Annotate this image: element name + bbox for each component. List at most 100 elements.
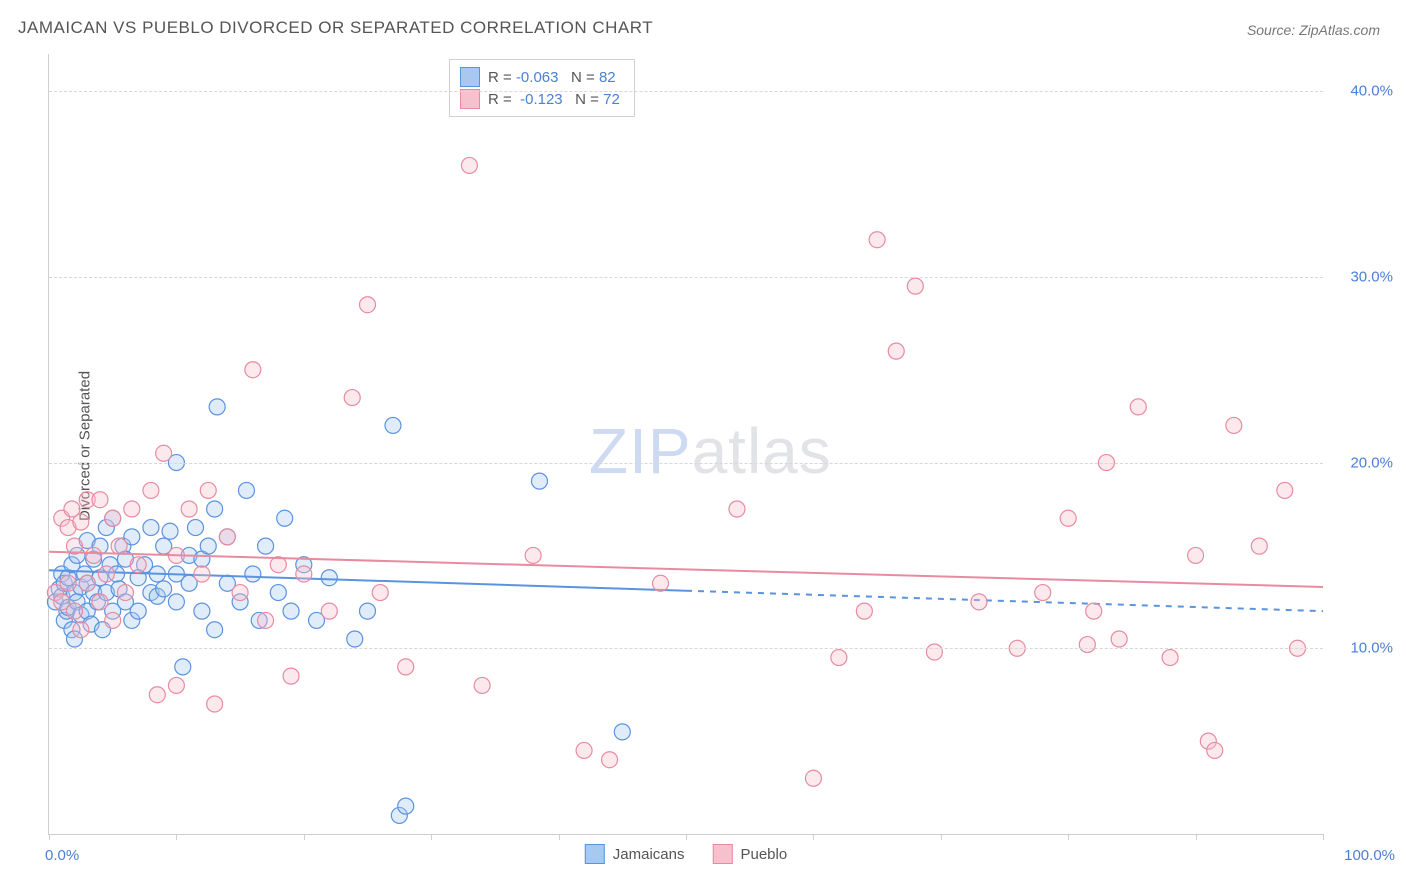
legend-row-jamaicans: R = -0.063 N = 82 [460, 66, 620, 88]
data-point [888, 343, 904, 359]
chart-title: JAMAICAN VS PUEBLO DIVORCED OR SEPARATED… [18, 18, 653, 38]
legend-r-label: R = -0.063 N = 82 [488, 69, 616, 86]
data-point [60, 575, 76, 591]
data-point [66, 603, 82, 619]
data-point [971, 594, 987, 610]
data-point [385, 417, 401, 433]
series-legend: Jamaicans Pueblo [585, 844, 787, 864]
data-point [1226, 417, 1242, 433]
data-point [149, 687, 165, 703]
data-point [232, 585, 248, 601]
x-tick [176, 834, 177, 840]
data-point [207, 696, 223, 712]
x-axis-min-label: 0.0% [45, 847, 79, 864]
data-point [1251, 538, 1267, 554]
data-point [907, 278, 923, 294]
data-point [1130, 399, 1146, 415]
data-point [856, 603, 872, 619]
x-tick [686, 834, 687, 840]
data-point [729, 501, 745, 517]
data-point [73, 514, 89, 530]
data-point [1060, 510, 1076, 526]
data-point [143, 520, 159, 536]
x-tick [559, 834, 560, 840]
data-point [200, 538, 216, 554]
data-point [168, 594, 184, 610]
data-point [105, 612, 121, 628]
gridline [49, 463, 1323, 464]
data-point [831, 650, 847, 666]
data-point [117, 585, 133, 601]
data-point [194, 603, 210, 619]
data-point [531, 473, 547, 489]
data-point [653, 575, 669, 591]
data-point [474, 677, 490, 693]
plot-area: ZIPatlas R = -0.063 N = 82 R = -0.123 N … [48, 54, 1323, 835]
data-point [1162, 650, 1178, 666]
data-point [194, 566, 210, 582]
data-point [1079, 637, 1095, 653]
data-point [283, 603, 299, 619]
data-point [602, 752, 618, 768]
data-point [258, 612, 274, 628]
y-tick-label: 40.0% [1350, 83, 1393, 100]
swatch-jamaicans [460, 67, 480, 87]
y-tick-label: 20.0% [1350, 454, 1393, 471]
data-point [143, 482, 159, 498]
data-point [1277, 482, 1293, 498]
data-point [156, 445, 172, 461]
data-point [207, 501, 223, 517]
data-point [398, 659, 414, 675]
data-point [219, 529, 235, 545]
data-point [200, 482, 216, 498]
data-point [1111, 631, 1127, 647]
data-point [73, 622, 89, 638]
scatter-svg [49, 54, 1323, 834]
data-point [258, 538, 274, 554]
data-point [209, 399, 225, 415]
x-tick [1068, 834, 1069, 840]
data-point [1035, 585, 1051, 601]
data-point [805, 770, 821, 786]
gridline [49, 648, 1323, 649]
correlation-legend: R = -0.063 N = 82 R = -0.123 N = 72 [449, 59, 635, 117]
data-point [398, 798, 414, 814]
data-point [168, 677, 184, 693]
data-point [372, 585, 388, 601]
source-attribution: Source: ZipAtlas.com [1247, 22, 1380, 38]
data-point [124, 501, 140, 517]
data-point [614, 724, 630, 740]
data-point [188, 520, 204, 536]
data-point [111, 538, 127, 554]
legend-item-jamaicans: Jamaicans [585, 844, 685, 864]
data-point [270, 585, 286, 601]
trend-line [49, 552, 1323, 587]
data-point [175, 659, 191, 675]
data-point [283, 668, 299, 684]
data-point [79, 575, 95, 591]
data-point [360, 297, 376, 313]
legend-label: Pueblo [740, 846, 787, 863]
data-point [105, 510, 121, 526]
swatch-jamaicans [585, 844, 605, 864]
gridline [49, 91, 1323, 92]
x-tick [941, 834, 942, 840]
data-point [926, 644, 942, 660]
data-point [461, 157, 477, 173]
data-point [347, 631, 363, 647]
data-point [869, 232, 885, 248]
trend-line-dashed [686, 591, 1323, 611]
data-point [245, 566, 261, 582]
swatch-pueblo [712, 844, 732, 864]
data-point [181, 501, 197, 517]
data-point [360, 603, 376, 619]
x-tick [304, 834, 305, 840]
data-point [344, 390, 360, 406]
legend-item-pueblo: Pueblo [712, 844, 787, 864]
data-point [245, 362, 261, 378]
x-tick [1196, 834, 1197, 840]
data-point [321, 570, 337, 586]
data-point [525, 547, 541, 563]
x-axis-max-label: 100.0% [1344, 847, 1395, 864]
data-point [296, 566, 312, 582]
